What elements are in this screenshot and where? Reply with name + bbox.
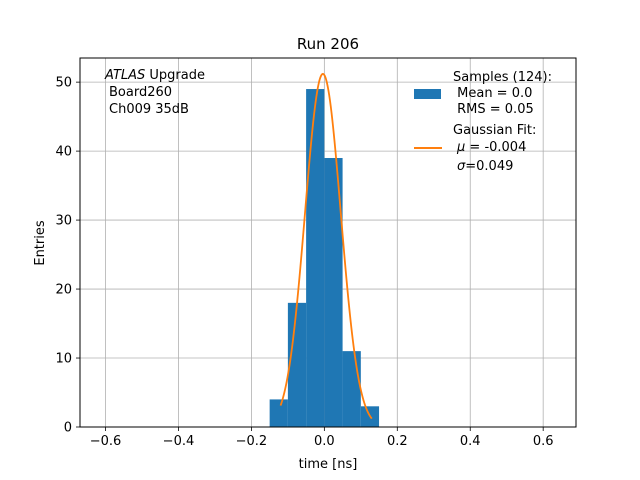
board-label: Board260: [109, 85, 172, 100]
legend-fit-title: Gaussian Fit:: [453, 123, 536, 138]
y-tick-label: 50: [55, 76, 72, 91]
histogram-bar: [324, 158, 343, 427]
x-tick-label: 0.4: [460, 434, 481, 449]
y-tick-label: 40: [55, 145, 72, 160]
x-tick-label: −0.6: [90, 434, 122, 449]
x-tick-label: −0.2: [236, 434, 268, 449]
legend-mean-label: Mean = 0.0: [453, 86, 532, 101]
channel-label: Ch009 35dB: [109, 102, 189, 117]
y-tick-label: 10: [55, 352, 72, 367]
histogram-bar: [269, 399, 288, 427]
x-axis-label: time [ns]: [299, 457, 358, 472]
axis-ticks: −0.6 −0.4 −0.2 0.0 0.2 0.4 0.6 0 10 20 30 40 50: [55, 76, 553, 449]
legend: Samples (124): Mean = 0.0 RMS = 0.05 Gau…: [414, 70, 552, 174]
x-tick-label: −0.4: [163, 434, 195, 449]
histogram-bar: [306, 89, 325, 427]
x-tick-label: 0.6: [533, 434, 554, 449]
atlas-annotation: ATLAS Upgrade Board260 Ch009 35dB: [104, 68, 205, 117]
fit-curve: [279, 72, 373, 420]
legend-rms-label: RMS = 0.05: [453, 102, 534, 117]
histogram-bar: [287, 302, 307, 427]
svg-text:ATLAS Upgrade: ATLAS Upgrade: [104, 68, 205, 83]
y-axis-label: Entries: [33, 220, 48, 266]
x-tick-label: 0.0: [314, 434, 335, 449]
upgrade-label: Upgrade: [145, 68, 205, 83]
legend-mu-label: μ = -0.004: [456, 140, 526, 155]
legend-hist-swatch: [414, 89, 441, 99]
chart-title: Run 206: [297, 35, 359, 53]
y-tick-label: 30: [55, 214, 72, 229]
legend-samples-label: Samples (124):: [453, 70, 552, 85]
legend-sigma-label: σ=0.049: [457, 159, 513, 174]
y-tick-label: 20: [55, 283, 72, 298]
atlas-label: ATLAS: [104, 68, 145, 83]
y-tick-label: 0: [64, 421, 72, 436]
x-tick-label: 0.2: [387, 434, 408, 449]
histogram-bar: [342, 351, 361, 427]
gaussian-fit: [279, 72, 373, 420]
plot-frame: [79, 57, 577, 428]
